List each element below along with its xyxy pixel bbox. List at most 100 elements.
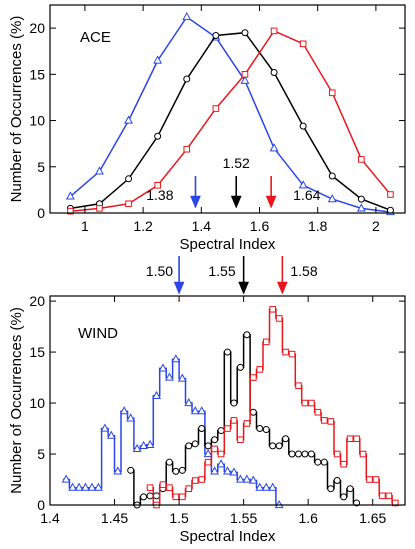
panel1-x-tick-label: 1.2: [133, 218, 153, 234]
panel2-series-red-point: [198, 476, 205, 483]
panel2-series-blue-point: [126, 413, 136, 422]
panel2-series-red-point: [185, 485, 193, 492]
panel2-series-blue-point: [158, 363, 168, 372]
panel2-series-red-point: [282, 348, 289, 356]
panel1-plot-frame: [49, 4, 406, 214]
panel1-series-blue-point: [182, 11, 192, 21]
panel2-series-blue-point: [274, 499, 284, 509]
panel2-series-blue-point: [255, 482, 265, 491]
panel2-series-black-point: [333, 477, 341, 485]
panel1-marker-label-blue: 1.38: [146, 187, 173, 203]
panel1-y-tick-label: 20: [29, 20, 45, 36]
panel1-series-blue-point: [153, 55, 163, 64]
panel2-x-axis-label: Spectral Index: [180, 528, 276, 545]
panel2-series-black-point: [249, 408, 257, 416]
panel2-series-black-point: [320, 458, 328, 466]
panel1-series-black-point: [183, 75, 191, 83]
panel1-series-red-point: [125, 200, 132, 208]
panel2-y-tick-label: 5: [37, 446, 45, 462]
panel2-series-red-point: [262, 338, 270, 346]
panel2-y-tick-label: 15: [29, 344, 45, 360]
panel2-series-blue-point: [242, 474, 252, 483]
panel2-x-tick-label: 1.4: [40, 510, 60, 526]
panel1-panel-label: ACE: [80, 29, 111, 46]
panel2-series-blue-point: [87, 482, 97, 491]
panel2-series-red-point: [346, 435, 354, 443]
panel2-series-red-point: [321, 417, 328, 424]
panel1-arrow-head-red: [265, 195, 277, 209]
panel2-series-black-point: [262, 426, 270, 434]
panel1-series-red-point: [183, 145, 191, 153]
panel2-series-black-point: [191, 440, 199, 448]
panel2-x-tick-label: 1.5: [169, 510, 189, 526]
panel2-series-blue-point: [132, 443, 142, 453]
panel2-series-blue-point: [223, 466, 232, 475]
panel1-series-black-point: [154, 132, 162, 140]
panel2-series-red-point: [327, 418, 335, 425]
panel2-series-blue-point: [74, 482, 84, 491]
panel2-series-red-point: [301, 399, 309, 407]
panel1-series-red-point: [328, 89, 336, 97]
panel2-series-black-point: [198, 425, 206, 433]
panel2-series-black-point: [282, 435, 290, 443]
panel2-x-tick-label: 1.6: [298, 510, 318, 526]
panel2-series-red-point: [217, 450, 225, 458]
panel1-series-black-point: [386, 206, 394, 214]
panel2-series-red-point: [340, 460, 347, 468]
panel2-series-black-point: [288, 450, 296, 458]
panel2-series-blue-point: [93, 482, 103, 491]
panel2-series-black-point: [236, 363, 244, 371]
panel2-series-red-point: [392, 499, 399, 507]
panel2-panel-label: WIND: [78, 325, 118, 342]
panel2-series-red-point: [269, 305, 276, 313]
panel1-series-blue-point: [65, 191, 75, 200]
panel2-series-blue-point: [81, 482, 90, 491]
panel2-series-blue-point: [145, 439, 155, 448]
panel2-series-blue-point: [203, 448, 213, 458]
panel1-series-red-point: [154, 181, 161, 189]
panel2-series-black-point: [185, 442, 193, 450]
panel2-series-black-point: [275, 442, 283, 450]
panel2-series-red-point: [333, 450, 341, 458]
panel2-series-blue-point: [184, 398, 194, 407]
panel2-marker-label-black: 1.55: [208, 263, 235, 279]
panel2-series-blue-point: [235, 474, 245, 483]
panel2-series-blue-point: [113, 466, 123, 475]
panel2-series-red-point: [353, 435, 360, 443]
panel1-x-tick-label: 2: [372, 218, 380, 234]
panel2-marker-label-red: 1.58: [290, 263, 317, 279]
panel1-series-black-point: [241, 29, 249, 37]
panel2-series-black-point: [314, 458, 322, 466]
panel1-series-blue-point: [240, 75, 250, 84]
panel1-x-tick-label: 1.4: [192, 218, 212, 234]
panel2-series-blue-point: [106, 430, 116, 439]
panel2-series-blue-point: [197, 406, 207, 415]
panel2-series-blue-point: [164, 372, 174, 381]
panel2-series-black-point: [146, 492, 154, 500]
panel1-series-blue-line: [69, 15, 391, 213]
panel2-series-blue-point: [100, 423, 110, 432]
panel1-series-red-point: [358, 156, 365, 163]
panel1-series-red-point: [241, 71, 249, 78]
panel2-y-tick-label: 10: [29, 395, 45, 411]
panel2-series-blue-point: [177, 373, 187, 382]
panel2-series-red-point: [379, 492, 386, 500]
panel1-series-black-point: [212, 32, 220, 40]
panel1-series-red-point: [299, 40, 307, 48]
panel2-series-black-point: [178, 466, 186, 474]
panel2-series-red-point: [159, 481, 167, 488]
panel2-series-blue-point: [216, 459, 226, 468]
panel2-arrow-head-red: [276, 281, 288, 295]
panel2-series-black-point: [340, 493, 348, 501]
panel2-series-blue-point: [190, 406, 200, 415]
panel1-series-red-point: [387, 191, 394, 198]
panel2-series-black-point: [165, 458, 173, 466]
panel2-series-red-point: [308, 399, 315, 407]
panel2-series-red-point: [256, 366, 264, 373]
panel2-series-red-point: [224, 425, 231, 432]
panel2-x-tick-label: 1.55: [230, 510, 257, 526]
panel1-series-blue-point: [124, 115, 134, 124]
panel1-arrow-head-blue: [190, 195, 201, 209]
panel2-series-red-point: [237, 436, 244, 444]
